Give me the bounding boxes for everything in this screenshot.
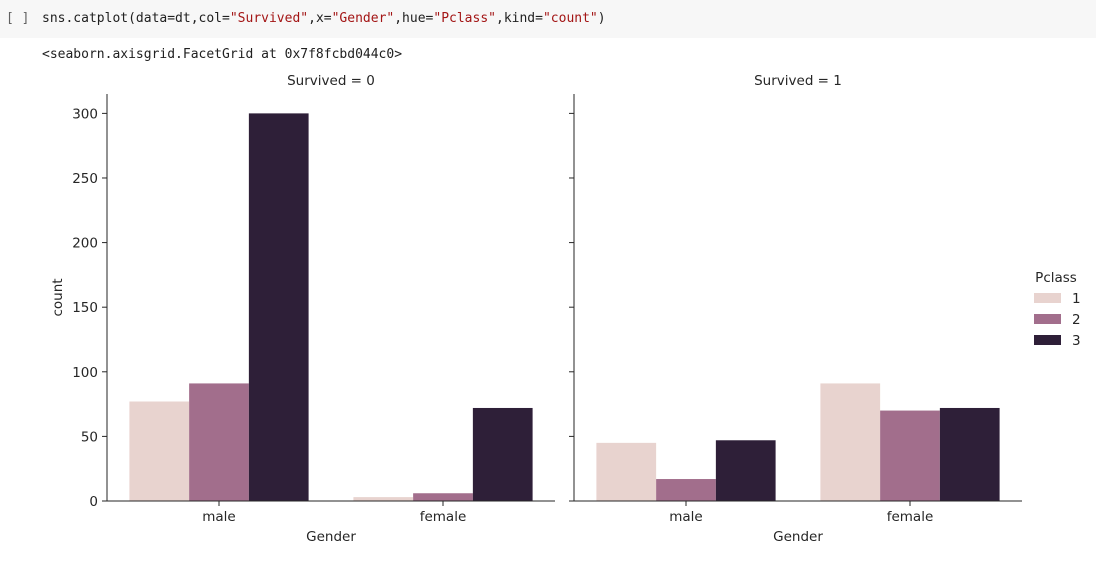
bar-1-female-pclass-3 (939, 407, 1000, 501)
bar-1-female-pclass-2 (880, 410, 940, 501)
cell-output-text: <seaborn.axisgrid.FacetGrid at 0x7f8fcbd… (42, 47, 403, 62)
bar-1-male-pclass-2 (656, 479, 716, 501)
y-tick-label: 100 (72, 365, 98, 381)
code-string: "Survived" (229, 11, 309, 26)
legend-swatch-1 (1034, 293, 1061, 303)
facet-title: Survived = 1 (754, 73, 842, 89)
y-tick-label: 0 (89, 494, 98, 510)
x-tick-label: male (669, 509, 702, 525)
x-axis-label: Gender (306, 529, 356, 545)
y-tick-label: 300 (72, 106, 98, 122)
bar-0-male-pclass-2 (189, 383, 249, 501)
code-token: ,kind= (496, 11, 543, 26)
bar-0-female-pclass-2 (413, 493, 473, 501)
code-token: sns.catplot(data=dt,col= (42, 11, 230, 26)
facet-title: Survived = 0 (287, 73, 375, 89)
code-token: ) (597, 11, 606, 26)
bar-1-male-pclass-1 (596, 442, 657, 501)
code-string: "count" (542, 11, 598, 26)
code-string: "Pclass" (433, 11, 496, 26)
code-token: ,x= (308, 11, 332, 26)
x-tick-label: female (420, 509, 467, 525)
bar-0-female-pclass-3 (472, 407, 533, 501)
x-tick-label: female (887, 509, 934, 525)
bar-1-male-pclass-3 (715, 440, 776, 501)
code-string: "Gender" (331, 11, 395, 26)
bar-0-male-pclass-1 (129, 401, 190, 501)
code-token: ,hue= (394, 11, 434, 26)
x-tick-label: male (202, 509, 235, 525)
y-tick-label: 150 (72, 300, 98, 316)
y-tick-label: 50 (81, 429, 98, 445)
legend-label-3: 3 (1072, 333, 1081, 349)
legend-label-2: 2 (1072, 312, 1081, 328)
bar-0-male-pclass-3 (248, 113, 309, 501)
legend-swatch-2 (1034, 314, 1061, 324)
code-cell[interactable]: [ ] sns.catplot(data=dt,col="Survived",x… (0, 0, 1096, 38)
bar-0-female-pclass-1 (353, 497, 414, 501)
legend-swatch-3 (1034, 335, 1061, 345)
code-line[interactable]: sns.catplot(data=dt,col="Survived",x="Ge… (42, 11, 606, 26)
bar-1-female-pclass-1 (820, 383, 881, 501)
run-cell-button[interactable]: [ ] (6, 11, 30, 26)
legend-title: Pclass (1035, 270, 1077, 286)
x-axis-label: Gender (773, 529, 823, 545)
y-tick-label: 200 (72, 236, 98, 252)
y-axis-label: count (50, 278, 66, 316)
y-tick-label: 250 (72, 171, 98, 187)
legend-label-1: 1 (1072, 291, 1081, 307)
